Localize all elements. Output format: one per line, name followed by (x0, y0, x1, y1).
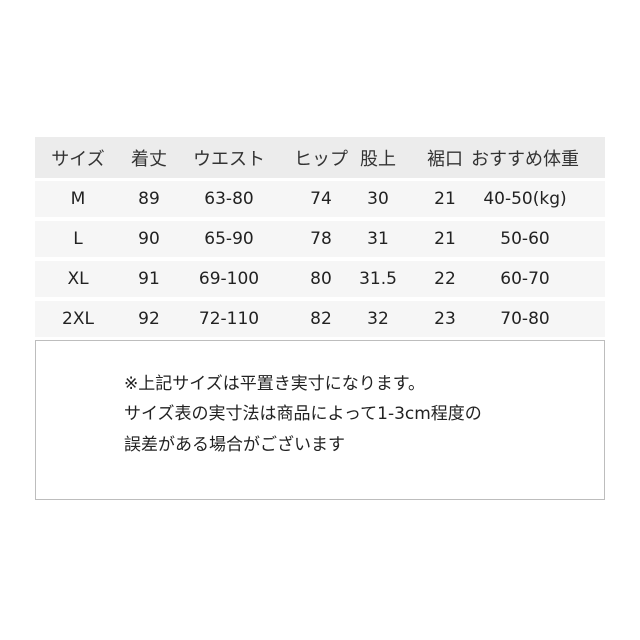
table-cell: 23 (434, 309, 456, 329)
size-note: ※上記サイズは平置き実寸になります。 サイズ表の実寸法は商品によって1-3cm程… (35, 340, 605, 500)
header-cell: 着丈 (131, 148, 167, 170)
header-cell: ウエスト (193, 148, 265, 170)
table-cell: 65-90 (204, 229, 254, 249)
header-cell: サイズ (51, 148, 105, 170)
table-row: 2XL 92 72-110 82 32 23 70-80 (35, 301, 605, 337)
table-cell: 70-80 (500, 309, 550, 329)
table-cell: M (70, 189, 86, 209)
table-row: M 89 63-80 74 30 21 40-50(kg) (35, 181, 605, 217)
table-row: L 90 65-90 78 31 21 50-60 (35, 221, 605, 257)
table-cell: 74 (310, 189, 332, 209)
table-cell: 92 (138, 309, 160, 329)
note-line: ※上記サイズは平置き実寸になります。 (124, 374, 426, 394)
table-cell: 80 (310, 269, 332, 289)
table-cell: 90 (138, 229, 160, 249)
header-cell: おすすめ体重 (471, 148, 579, 170)
table-cell: 82 (310, 309, 332, 329)
table-cell: 31 (367, 229, 389, 249)
table-cell: 21 (434, 229, 456, 249)
table-cell: 2XL (62, 309, 94, 329)
table-cell: 50-60 (500, 229, 550, 249)
table-cell: 30 (367, 189, 389, 209)
note-line: サイズ表の実寸法は商品によって1-3cm程度の (124, 404, 482, 424)
table-cell: 22 (434, 269, 456, 289)
table-cell: 91 (138, 269, 160, 289)
table-cell: 32 (367, 309, 389, 329)
header-cell: 裾口 (427, 148, 463, 170)
size-table: サイズ 着丈 ウエスト ヒップ 股上 裾口 おすすめ体重 M 89 63-80 74 3… (35, 137, 605, 341)
table-cell: XL (67, 269, 89, 289)
table-row: XL 91 69-100 80 31.5 22 60-70 (35, 261, 605, 297)
table-cell: 72-110 (198, 309, 260, 329)
table-cell: 63-80 (204, 189, 254, 209)
header-cell: ヒップ (294, 148, 348, 170)
table-cell: 40-50(kg) (483, 189, 567, 209)
header-cell: 股上 (360, 148, 396, 170)
table-cell: 60-70 (500, 269, 550, 289)
table-cell: L (73, 229, 83, 249)
table-cell: 31.5 (359, 269, 397, 289)
table-cell: 89 (138, 189, 160, 209)
table-header: サイズ 着丈 ウエスト ヒップ 股上 裾口 おすすめ体重 (35, 137, 605, 178)
table-cell: 69-100 (198, 269, 260, 289)
table-cell: 21 (434, 189, 456, 209)
table-cell: 78 (310, 229, 332, 249)
note-line: 誤差がある場合がございます (124, 435, 345, 455)
